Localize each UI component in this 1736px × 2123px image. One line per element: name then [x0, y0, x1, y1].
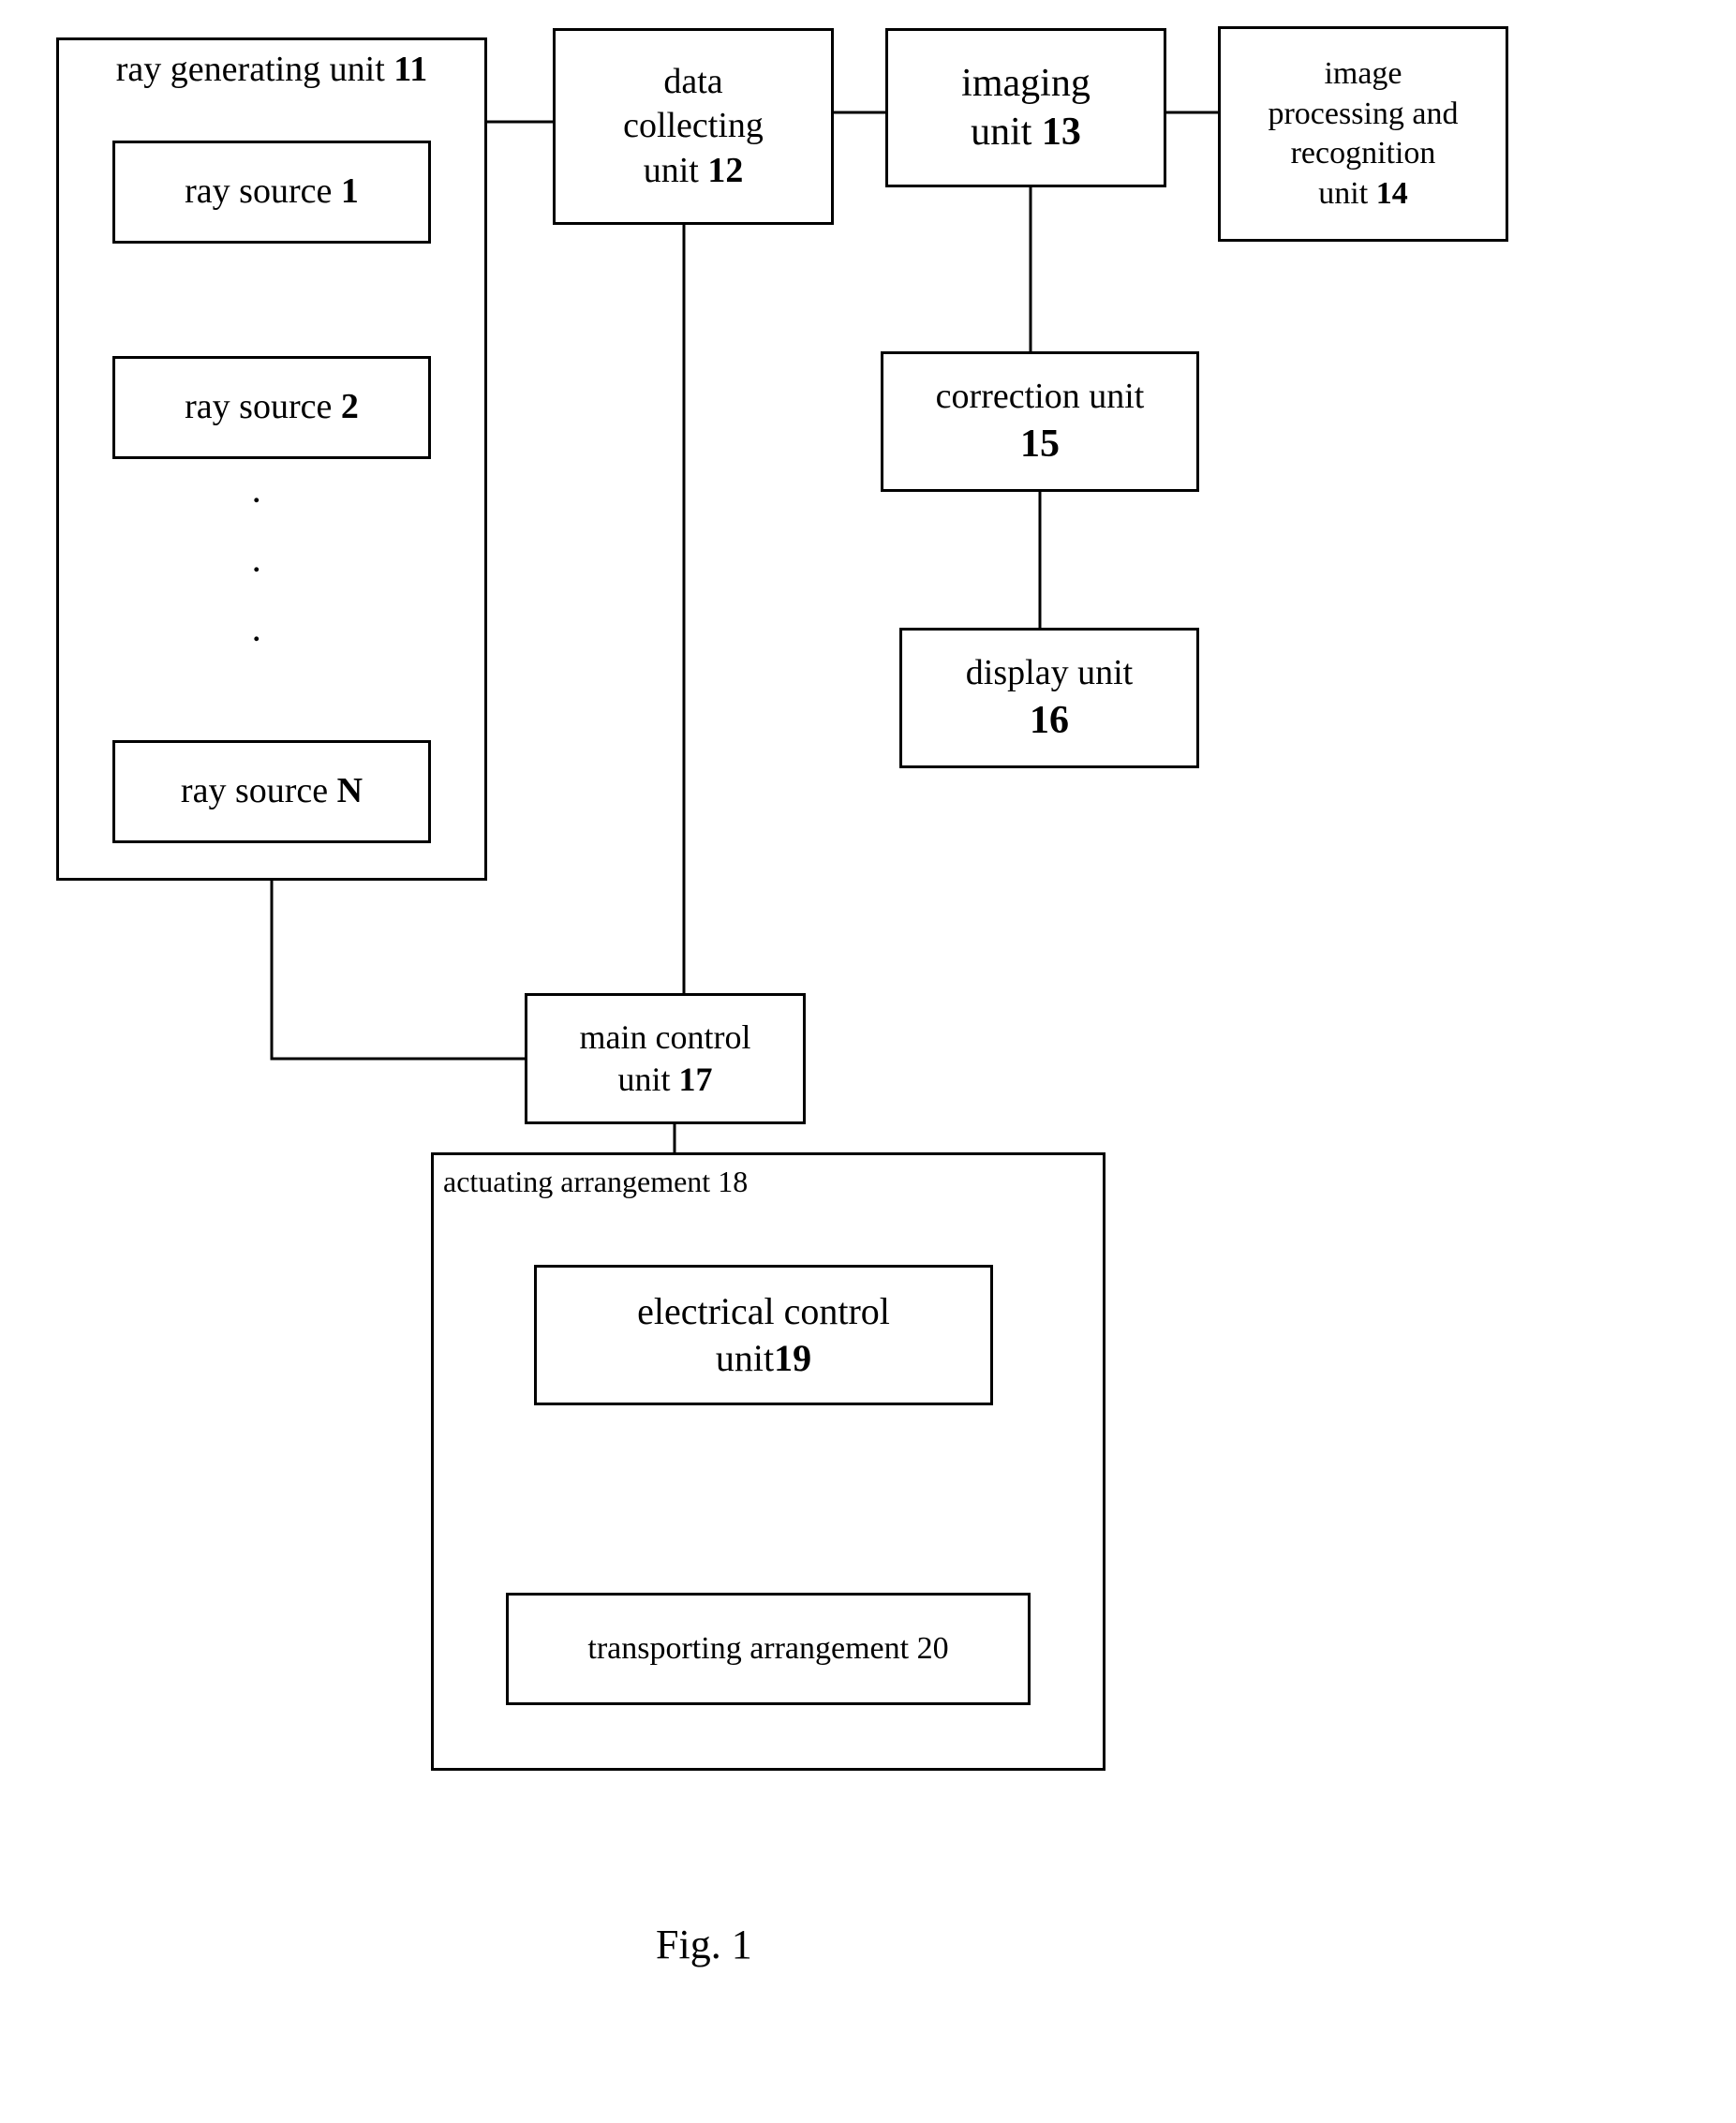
ellipsis-dots: ...	[253, 478, 260, 648]
transporting-arrangement-box: transporting arrangement 20	[506, 1593, 1031, 1705]
display-unit-box: display unit16	[899, 628, 1199, 768]
ray-source-1-box: ray source 1	[112, 141, 431, 244]
correction-unit-box: correction unit15	[881, 351, 1199, 492]
data-collecting-unit-box: datacollectingunit 12	[553, 28, 834, 225]
diagram-canvas: ray generating unit 11 ray source 1 ray …	[0, 0, 1736, 2123]
imaging-unit-box: imagingunit 13	[885, 28, 1166, 187]
ray-generating-unit-title: ray generating unit 11	[59, 48, 484, 93]
figure-label: Fig. 1	[656, 1921, 752, 1968]
actuating-arrangement-title: actuating arrangement 18	[443, 1163, 748, 1200]
electrical-control-unit-box: electrical controlunit19	[534, 1265, 993, 1405]
ray-source-n-box: ray source N	[112, 740, 431, 843]
image-processing-recognition-unit-box: imageprocessing andrecognitionunit 14	[1218, 26, 1508, 242]
ray-source-2-box: ray source 2	[112, 356, 431, 459]
main-control-unit-box: main controlunit 17	[525, 993, 806, 1124]
